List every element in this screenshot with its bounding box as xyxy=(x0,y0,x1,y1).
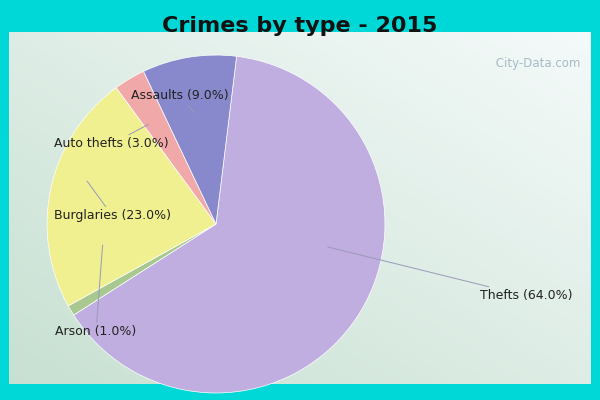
Wedge shape xyxy=(74,56,385,393)
Wedge shape xyxy=(47,88,216,306)
Text: Burglaries (23.0%): Burglaries (23.0%) xyxy=(54,181,171,222)
Text: City-Data.com: City-Data.com xyxy=(492,58,580,70)
Text: Crimes by type - 2015: Crimes by type - 2015 xyxy=(163,16,437,36)
Wedge shape xyxy=(116,71,216,224)
Text: Assaults (9.0%): Assaults (9.0%) xyxy=(131,90,229,113)
Wedge shape xyxy=(143,55,236,224)
Text: Thefts (64.0%): Thefts (64.0%) xyxy=(328,247,572,302)
Wedge shape xyxy=(68,224,216,315)
Text: Arson (1.0%): Arson (1.0%) xyxy=(55,245,137,338)
Text: Auto thefts (3.0%): Auto thefts (3.0%) xyxy=(54,124,169,150)
